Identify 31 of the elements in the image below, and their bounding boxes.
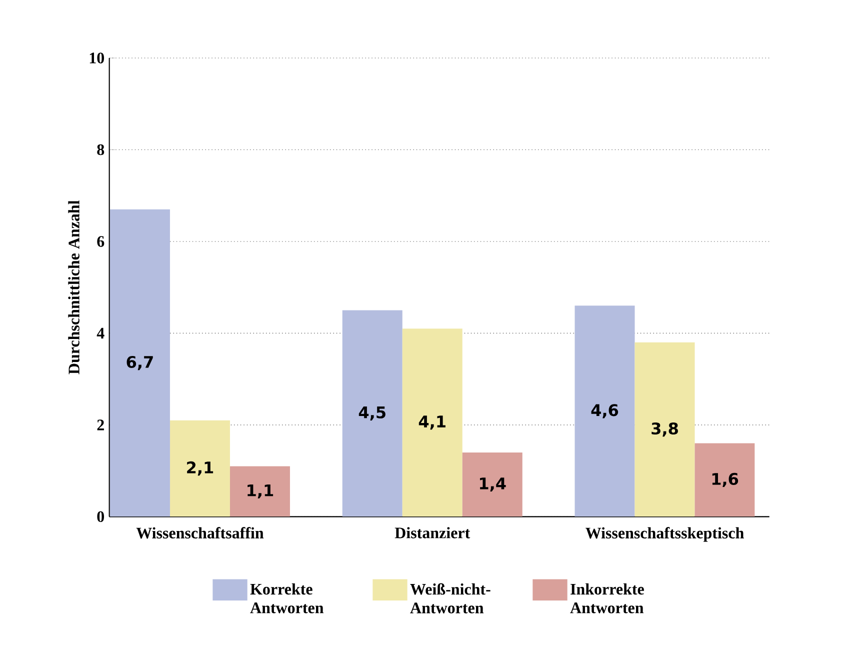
bar bbox=[230, 466, 290, 517]
x-tick-label: Wissenschaftsskeptisch bbox=[586, 527, 744, 542]
y-tick-label: 4 bbox=[96, 328, 104, 338]
data-label: 4,5 bbox=[358, 406, 386, 420]
legend-label: Weiß-nicht-Antworten bbox=[410, 583, 490, 614]
bar bbox=[402, 328, 462, 517]
bar bbox=[342, 310, 402, 517]
legend-label: Korrekte Antworten bbox=[250, 583, 324, 614]
data-label: 3,8 bbox=[652, 422, 678, 437]
x-tick-label: Wissenschaftsaffin bbox=[136, 527, 264, 539]
bar bbox=[110, 209, 170, 517]
data-label: 2,1 bbox=[187, 461, 214, 476]
data-label: 1,1 bbox=[248, 484, 274, 498]
bar bbox=[170, 420, 230, 517]
data-label: 6,7 bbox=[126, 356, 153, 370]
y-tick-label: 10 bbox=[90, 52, 104, 64]
y-tick-label: 8 bbox=[97, 144, 104, 156]
bar bbox=[694, 443, 755, 517]
bar bbox=[462, 452, 522, 517]
bar bbox=[574, 306, 635, 517]
y-tick-label: 6 bbox=[97, 236, 104, 247]
data-label: 4,1 bbox=[418, 416, 446, 430]
data-label: 4,6 bbox=[591, 404, 618, 418]
data-label: 1,4 bbox=[480, 478, 506, 492]
legend-label: Inkorrekte Antworten bbox=[570, 583, 644, 614]
y-tick-label: 2 bbox=[97, 420, 104, 430]
bar bbox=[634, 342, 695, 517]
x-tick-label: Distanziert bbox=[394, 527, 470, 538]
data-label: 1,6 bbox=[712, 472, 738, 488]
y-axis-title: Durchschnittliche Anzahl bbox=[68, 200, 80, 374]
y-tick-label: 0 bbox=[97, 511, 104, 522]
